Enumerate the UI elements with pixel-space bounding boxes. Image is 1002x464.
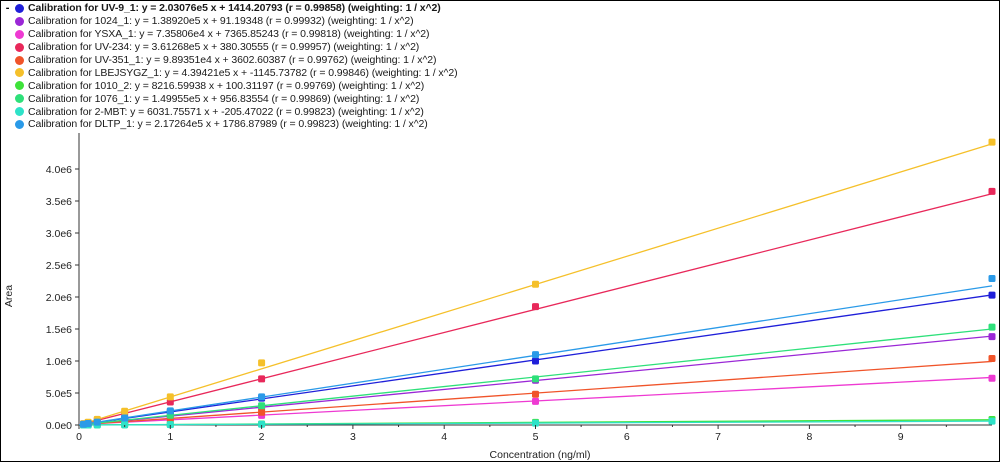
legend-marker-icon	[15, 107, 24, 117]
data-point	[988, 333, 996, 341]
x-tick-label: 8	[806, 431, 812, 443]
data-point	[258, 393, 266, 401]
legend-label: Calibration for UV-351_1: y = 9.89351e4 …	[28, 54, 437, 66]
data-point	[532, 280, 539, 288]
legend-marker-icon	[15, 68, 24, 78]
x-tick-label: 5	[533, 431, 539, 443]
x-tick-label: 4	[441, 431, 447, 443]
data-point	[258, 375, 266, 383]
data-point	[258, 359, 266, 367]
legend-item[interactable]: Calibration for 1076_1: y = 1.49955e5 x …	[3, 92, 458, 105]
data-point	[532, 419, 539, 427]
legend-item[interactable]: Calibration for 1010_2: y = 8216.59938 x…	[3, 79, 458, 92]
data-point	[988, 354, 996, 362]
x-axis-label: Concentration (ng/ml)	[490, 449, 591, 461]
y-tick-label: 4.0e6	[46, 164, 72, 176]
legend-label: Calibration for UV-9_1: y = 2.03076e5 x …	[28, 2, 441, 15]
legend-label: Calibration for DLTP_1: y = 2.17264e5 x …	[28, 118, 428, 131]
legend-marker-icon	[15, 3, 24, 13]
legend-label: Calibration for 1024_1: y = 1.38920e5 x …	[28, 15, 414, 28]
y-tick-label: 3.0e6	[46, 228, 72, 240]
legend-item[interactable]: Calibration for LBEJSYGZ_1: y = 4.39421e…	[3, 66, 458, 79]
data-point	[121, 421, 129, 429]
legend-label: Calibration for 2-MBT: y = 6031.75571 x …	[28, 105, 424, 118]
x-tick-label: 9	[898, 431, 904, 443]
data-point	[532, 390, 539, 398]
legend-item[interactable]: Calibration for UV-351_1: y = 9.89351e4 …	[3, 54, 458, 67]
legend-label: Calibration for 1010_2: y = 8216.59938 x…	[28, 79, 425, 92]
x-tick-label: 0	[76, 431, 82, 443]
data-point	[258, 402, 266, 410]
legend-item[interactable]: Calibration for 1024_1: y = 1.38920e5 x …	[3, 15, 458, 28]
data-point	[532, 397, 539, 405]
legend-label: Calibration for LBEJSYGZ_1: y = 4.39421e…	[28, 66, 458, 79]
data-point	[84, 420, 92, 428]
data-point	[988, 323, 996, 331]
y-tick-label: 2.0e6	[46, 292, 72, 304]
data-point	[166, 421, 174, 429]
legend-marker-icon	[15, 29, 24, 39]
legend-marker-icon	[15, 55, 24, 65]
legend-item[interactable]: - Calibration for UV-9_1: y = 2.03076e5 x…	[3, 2, 458, 15]
legend-label: Calibration for 1076_1: y = 1.49955e5 x …	[28, 92, 420, 105]
legend-item[interactable]: Calibration for UV-234: y = 3.61268e5 x …	[3, 41, 458, 54]
legend-marker-icon	[15, 94, 24, 104]
y-tick-label: 0.0e0	[46, 420, 72, 432]
data-point	[988, 417, 996, 425]
data-point	[532, 303, 539, 311]
legend-item[interactable]: Calibration for YSXA_1: y = 7.35806e4 x …	[3, 28, 458, 41]
y-tick-label: 5.0e5	[46, 388, 72, 400]
y-tick-label: 1.0e6	[46, 356, 72, 368]
data-point	[93, 418, 101, 426]
data-point	[988, 291, 996, 299]
legend: - Calibration for UV-9_1: y = 2.03076e5 x…	[3, 2, 458, 131]
legend-marker-icon	[15, 16, 24, 26]
data-point	[988, 187, 996, 195]
legend-item[interactable]: Calibration for DLTP_1: y = 2.17264e5 x …	[3, 118, 458, 131]
data-point	[166, 393, 174, 401]
data-point	[121, 414, 129, 422]
legend-label: Calibration for YSXA_1: y = 7.35806e4 x …	[28, 28, 430, 41]
legend-marker-icon	[15, 119, 24, 129]
data-point	[988, 274, 996, 282]
data-point	[258, 420, 266, 428]
x-tick-label: 7	[715, 431, 721, 443]
x-tick-label: 3	[350, 431, 356, 443]
data-point	[166, 407, 174, 415]
legend-label: Calibration for UV-234: y = 3.61268e5 x …	[28, 41, 420, 54]
data-point	[988, 138, 996, 146]
x-tick-label: 6	[624, 431, 630, 443]
y-axis-label: Area	[3, 285, 15, 307]
x-tick-label: 1	[167, 431, 173, 443]
legend-marker-icon	[15, 81, 24, 91]
y-tick-label: 1.5e6	[46, 324, 72, 336]
y-tick-label: 3.5e6	[46, 196, 72, 208]
data-point	[532, 351, 539, 359]
data-point	[258, 408, 266, 416]
data-point	[532, 357, 539, 365]
data-point	[988, 374, 996, 382]
legend-item[interactable]: Calibration for 2-MBT: y = 6031.75571 x …	[3, 105, 458, 118]
collapse-icon[interactable]: -	[5, 2, 10, 15]
legend-marker-icon	[15, 42, 24, 52]
data-point	[121, 407, 129, 415]
x-tick-label: 2	[259, 431, 265, 443]
data-point	[532, 375, 539, 383]
y-tick-label: 2.5e6	[46, 260, 72, 272]
